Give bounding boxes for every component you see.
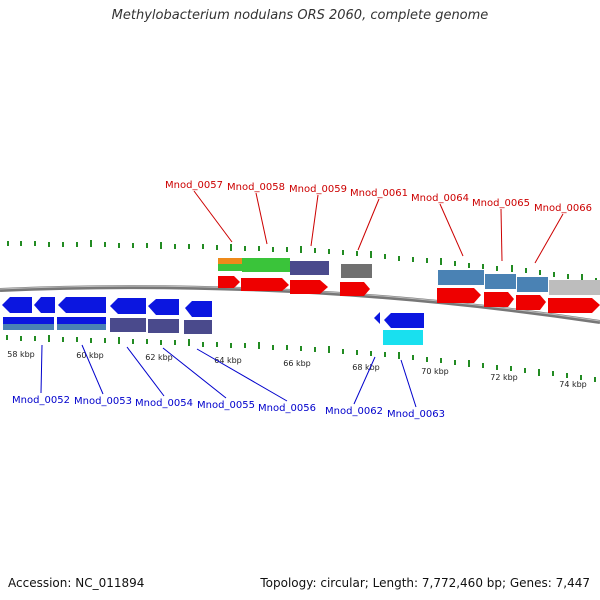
feature-orange [218, 258, 242, 264]
gene-arrow-forward [290, 280, 328, 294]
feature-cyan [383, 330, 423, 345]
gene-label-bottom: Mnod_0053 [74, 396, 132, 407]
gene-arrow-reverse [384, 313, 424, 328]
topology-label: Topology: circular; Length: 7,772,460 bp… [260, 576, 590, 590]
bottom-reverse-genes [2, 297, 424, 328]
gene-arrow-reverse [34, 297, 55, 313]
gene-label-top: Mnod_0065 [472, 198, 530, 209]
feature-steel [517, 277, 548, 292]
feature-steel [57, 324, 106, 330]
gene-arrow-reverse [185, 301, 212, 317]
gene-label-top: Mnod_0064 [411, 193, 469, 204]
feature-gray [341, 264, 372, 278]
feature-steel [438, 270, 484, 285]
bottom-leader-lines [40, 344, 417, 408]
gene-arrow-forward [548, 298, 600, 313]
gene-arrow-reverse [374, 312, 380, 324]
gene-arrow-reverse [148, 299, 179, 315]
gene-arrow-reverse [2, 297, 32, 313]
kbp-label: 60 kbp [76, 351, 104, 360]
gene-label-top: Mnod_0066 [534, 203, 592, 214]
gene-arrow-forward [340, 282, 370, 296]
gene-arrow-forward [437, 288, 481, 303]
gene-arrow-forward [516, 295, 546, 310]
kbp-label: 58 kbp [7, 350, 35, 359]
kbp-label: 70 kbp [421, 367, 449, 376]
gene-label-bottom: Mnod_0055 [197, 400, 255, 411]
feature-blue [3, 317, 54, 324]
gene-label-top: Mnod_0061 [350, 188, 408, 199]
feature-green-small [218, 264, 242, 271]
gene-label-top: Mnod_0059 [289, 184, 347, 195]
gene-arrow-forward [484, 292, 514, 307]
gene-arrow-forward [241, 278, 289, 291]
accession-label: Accession: NC_011894 [8, 576, 145, 590]
feature-purple [184, 320, 212, 334]
gene-label-top: Mnod_0057 [165, 180, 223, 191]
gene-arrow-forward [218, 276, 240, 288]
top-forward-genes [218, 276, 600, 313]
kbp-label: 64 kbp [214, 356, 242, 365]
feature-blue [57, 317, 106, 324]
kbp-label: 62 kbp [145, 353, 173, 362]
gene-label-bottom: Mnod_0056 [258, 403, 316, 414]
lower-ticks [6, 335, 596, 382]
feature-purple [290, 261, 329, 275]
gene-arrow-reverse [58, 297, 106, 313]
map-title: Methylobacterium nodulans ORS 2060, comp… [111, 8, 489, 23]
bottom-lower-features [3, 317, 423, 345]
kbp-label: 66 kbp [283, 359, 311, 368]
gene-label-bottom: Mnod_0054 [135, 398, 193, 409]
upper-ticks [7, 240, 597, 283]
top-leader-lines [193, 190, 564, 264]
gene-label-top: Mnod_0058 [227, 182, 285, 193]
kbp-label: 68 kbp [352, 363, 380, 372]
feature-purple [148, 319, 179, 333]
feature-green [242, 258, 290, 272]
gene-label-bottom: Mnod_0063 [387, 409, 445, 420]
kbp-label: 74 kbp [559, 380, 587, 389]
feature-steel [485, 274, 516, 289]
top-upper-features [218, 258, 600, 295]
feature-steel [3, 324, 54, 330]
feature-purple [110, 318, 146, 332]
gene-label-bottom: Mnod_0052 [12, 395, 70, 406]
feature-lightgray [549, 280, 600, 295]
gene-label-bottom: Mnod_0062 [325, 406, 383, 417]
kbp-label: 72 kbp [490, 373, 518, 382]
gene-arrow-reverse [110, 298, 146, 314]
